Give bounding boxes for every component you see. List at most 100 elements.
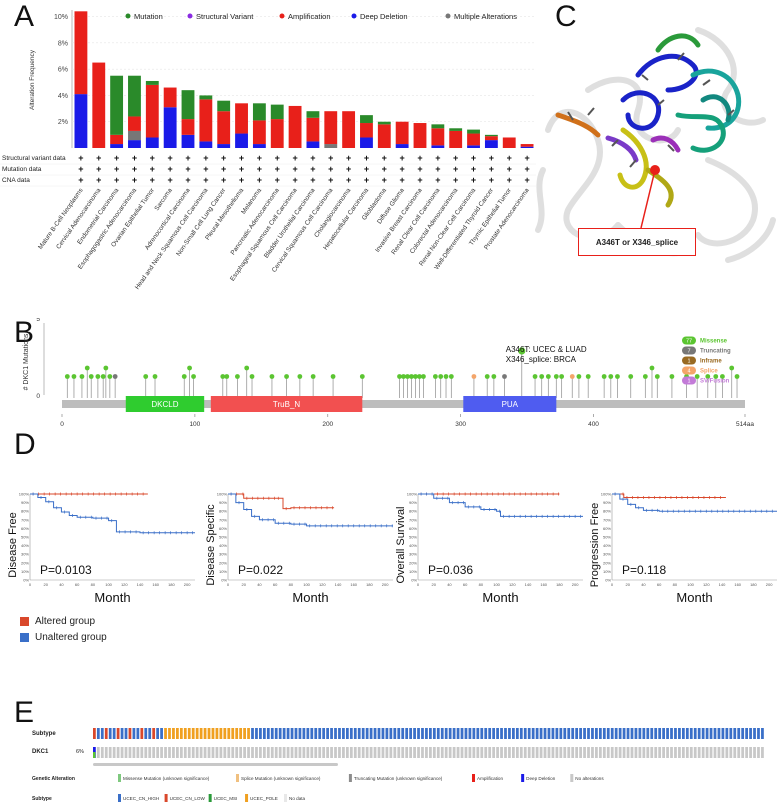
- subtype-cell: [685, 728, 689, 739]
- alteration-cell: [365, 747, 369, 758]
- legend-label: Amplification: [477, 776, 503, 781]
- alteration-cell: [152, 747, 156, 758]
- bar-segment: [431, 128, 445, 146]
- alteration-cell: [401, 747, 405, 758]
- alteration-cell: [448, 747, 452, 758]
- subtype-cell: [713, 728, 717, 739]
- altered-label: Altered group: [35, 616, 96, 627]
- data-availability-plus: +: [221, 164, 226, 174]
- legend-label: Inframe: [700, 359, 722, 365]
- alteration-cell: [575, 747, 579, 758]
- data-availability-plus: +: [185, 164, 190, 174]
- alteration-cell: [650, 747, 654, 758]
- data-availability-plus: +: [489, 164, 494, 174]
- bar-segment: [235, 133, 248, 148]
- alteration-cell: [713, 747, 717, 758]
- subtype-cell: [298, 728, 302, 739]
- lollipop-head: [502, 374, 507, 379]
- data-availability-plus: +: [221, 153, 226, 163]
- legend-label: Truncating Mutation (unknown significanc…: [354, 776, 443, 781]
- lollipop-head: [448, 374, 454, 379]
- missense-marker: [93, 752, 96, 758]
- lollipop-head: [705, 374, 711, 379]
- subtype-cell: [642, 728, 646, 739]
- subtype-cell: [551, 728, 555, 739]
- legend-label: No alterations: [575, 776, 604, 781]
- subtype-cell: [326, 728, 329, 739]
- subtype-cell: [207, 728, 211, 739]
- lollipop-head: [734, 374, 740, 379]
- alteration-cell: [310, 747, 314, 758]
- x-tick-label: 140: [719, 582, 726, 587]
- y-tick-label: 60%: [219, 526, 227, 531]
- bar-segment: [306, 111, 320, 118]
- data-availability-plus: +: [346, 153, 351, 163]
- alteration-cell: [128, 747, 132, 758]
- dkc1-altered-pct: 6%: [76, 749, 84, 755]
- alteration-cell: [338, 747, 341, 758]
- data-availability-plus: +: [524, 153, 529, 163]
- alteration-cell: [547, 747, 551, 758]
- alteration-cell: [326, 747, 329, 758]
- bar-segment: [306, 141, 320, 148]
- subtype-cell: [654, 728, 658, 739]
- alteration-cell: [211, 747, 215, 758]
- x-tick-label: 200: [184, 582, 191, 587]
- y-tick-label: 10%: [21, 569, 29, 574]
- bar-segment: [199, 95, 213, 100]
- legend-label: Missense Mutation (unknown significance): [123, 776, 210, 781]
- y-tick-label: 10%: [219, 569, 227, 574]
- subtype-cell: [559, 728, 563, 739]
- data-availability-plus: +: [239, 164, 244, 174]
- alteration-cell: [140, 747, 144, 758]
- legend-marker: [445, 13, 451, 19]
- data-availability-plus: +: [524, 175, 529, 185]
- x-tick-label: 140: [525, 582, 532, 587]
- bar-segment: [484, 136, 498, 141]
- subtype-cell: [342, 728, 345, 739]
- subtype-cell: [334, 728, 337, 739]
- x-tick-label: 0: [611, 582, 614, 587]
- alteration-cell: [251, 747, 254, 758]
- alteration-cell: [741, 747, 745, 758]
- alteration-cell: [290, 747, 294, 758]
- alteration-cell: [112, 747, 116, 758]
- subtype-cell: [124, 728, 128, 739]
- lollipop-head: [569, 374, 575, 379]
- x-tick-label: 200: [572, 582, 579, 587]
- panel-letter-c: C: [555, 0, 577, 33]
- x-tick-label: 180: [366, 582, 373, 587]
- lollipop-head: [401, 374, 406, 379]
- subtype-cell: [504, 728, 507, 739]
- alteration-cell: [543, 747, 547, 758]
- y-tick-label: 90%: [409, 500, 417, 505]
- alteration-cell: [701, 747, 705, 758]
- alteration-cell: [203, 747, 207, 758]
- legend-label: Amplification: [288, 12, 331, 21]
- survival-curve: [418, 493, 583, 517]
- subtype-cell: [468, 728, 472, 739]
- x-tick-label: 180: [168, 582, 175, 587]
- subtype-cell: [179, 728, 183, 739]
- subtype-cell: [567, 728, 571, 739]
- alteration-cell: [160, 747, 163, 758]
- x-tick-label: 160: [540, 582, 547, 587]
- subtype-cell: [203, 728, 207, 739]
- protein-domain: [210, 396, 363, 412]
- x-tick-label: 60: [75, 582, 80, 587]
- data-availability-plus: +: [168, 164, 173, 174]
- alteration-cell: [318, 747, 322, 758]
- subtype-cell: [255, 728, 258, 739]
- y-tick-label: 30%: [409, 552, 417, 557]
- x-axis-label: Month: [482, 590, 518, 605]
- lollipop-head: [576, 374, 582, 379]
- subtype-cell: [168, 728, 171, 739]
- alteration-frequency-chart: 2%4%6%8%10%Alteration Frequency+++Mature…: [0, 10, 536, 291]
- data-availability-plus: +: [257, 153, 262, 163]
- subtype-cell: [725, 728, 729, 739]
- subtype-cell: [717, 728, 721, 739]
- lollipop-head: [224, 374, 230, 379]
- legend-label: UCEC_POLE: [250, 796, 278, 801]
- alteration-cell: [666, 747, 669, 758]
- legend-unaltered-group: Unaltered group: [20, 632, 107, 643]
